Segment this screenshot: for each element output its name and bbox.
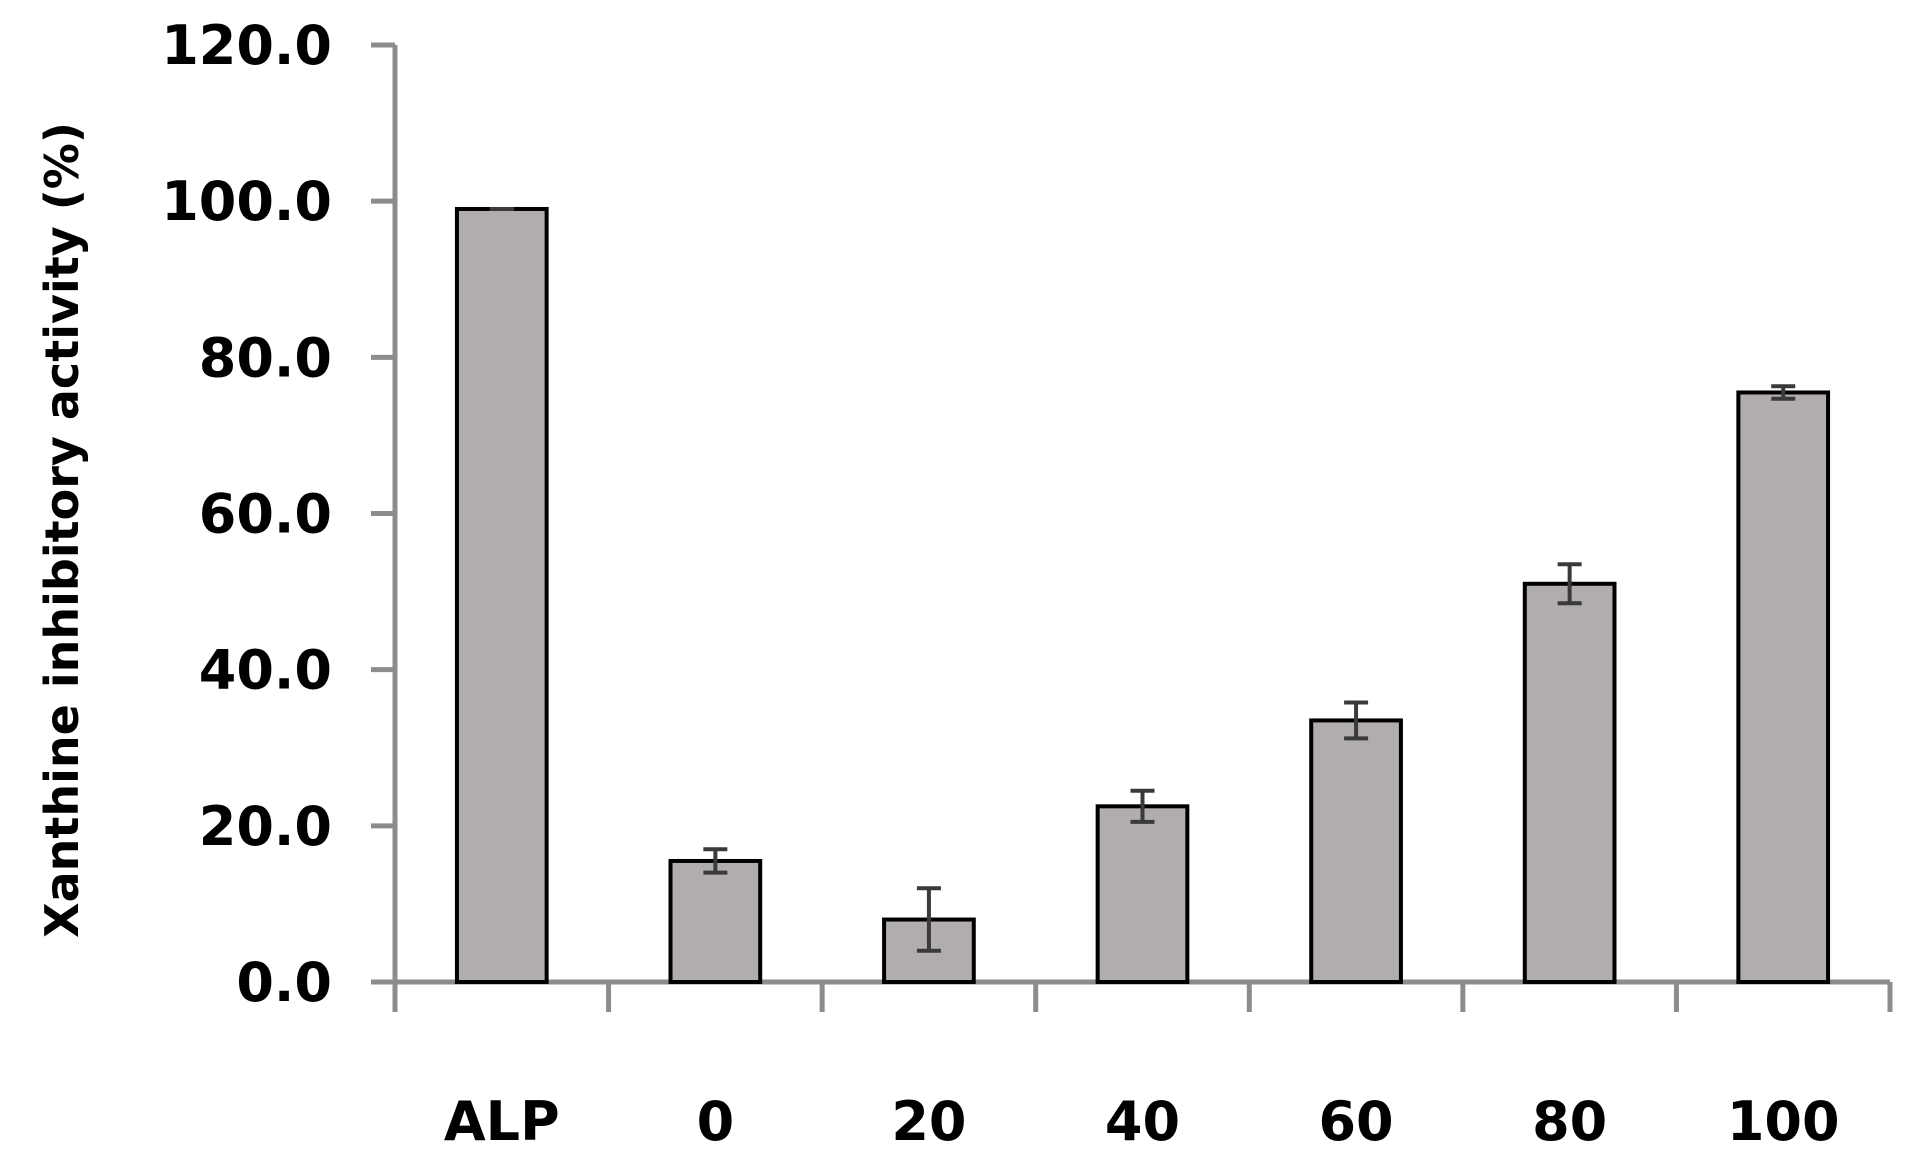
y-tick-label: 40.0: [199, 639, 332, 702]
y-tick-label: 80.0: [199, 326, 332, 389]
bar: [1095, 804, 1190, 984]
error-bars: [489, 206, 1796, 953]
bar: [1736, 390, 1831, 984]
x-axis: ALP 0 20 40 60 80 100: [392, 979, 1893, 1153]
y-tick-label: 120.0: [161, 14, 332, 77]
x-tick-label: 0: [697, 1090, 735, 1153]
y-axis-title: Xanthine inhibitory activity (%): [35, 122, 89, 938]
x-tick-label: ALP: [444, 1090, 560, 1153]
x-tick-label: 20: [891, 1090, 966, 1153]
x-tick-label: 100: [1727, 1090, 1840, 1153]
x-tick-label: 40: [1105, 1090, 1180, 1153]
bar: [1309, 718, 1403, 984]
bars: [454, 206, 1831, 985]
y-tick-label: 100.0: [161, 170, 332, 233]
y-axis: 0.0 20.0 40.0 60.0 80.0 100.0 120.0: [161, 14, 398, 1014]
bar: [668, 858, 763, 984]
y-tick-label: 60.0: [199, 483, 332, 546]
bar: [454, 206, 549, 985]
x-tick-label: 80: [1532, 1090, 1607, 1153]
y-tick-label: 0.0: [236, 951, 332, 1014]
y-tick-label: 20.0: [199, 795, 332, 858]
bar: [1522, 581, 1617, 985]
x-tick-label: 60: [1318, 1090, 1393, 1153]
